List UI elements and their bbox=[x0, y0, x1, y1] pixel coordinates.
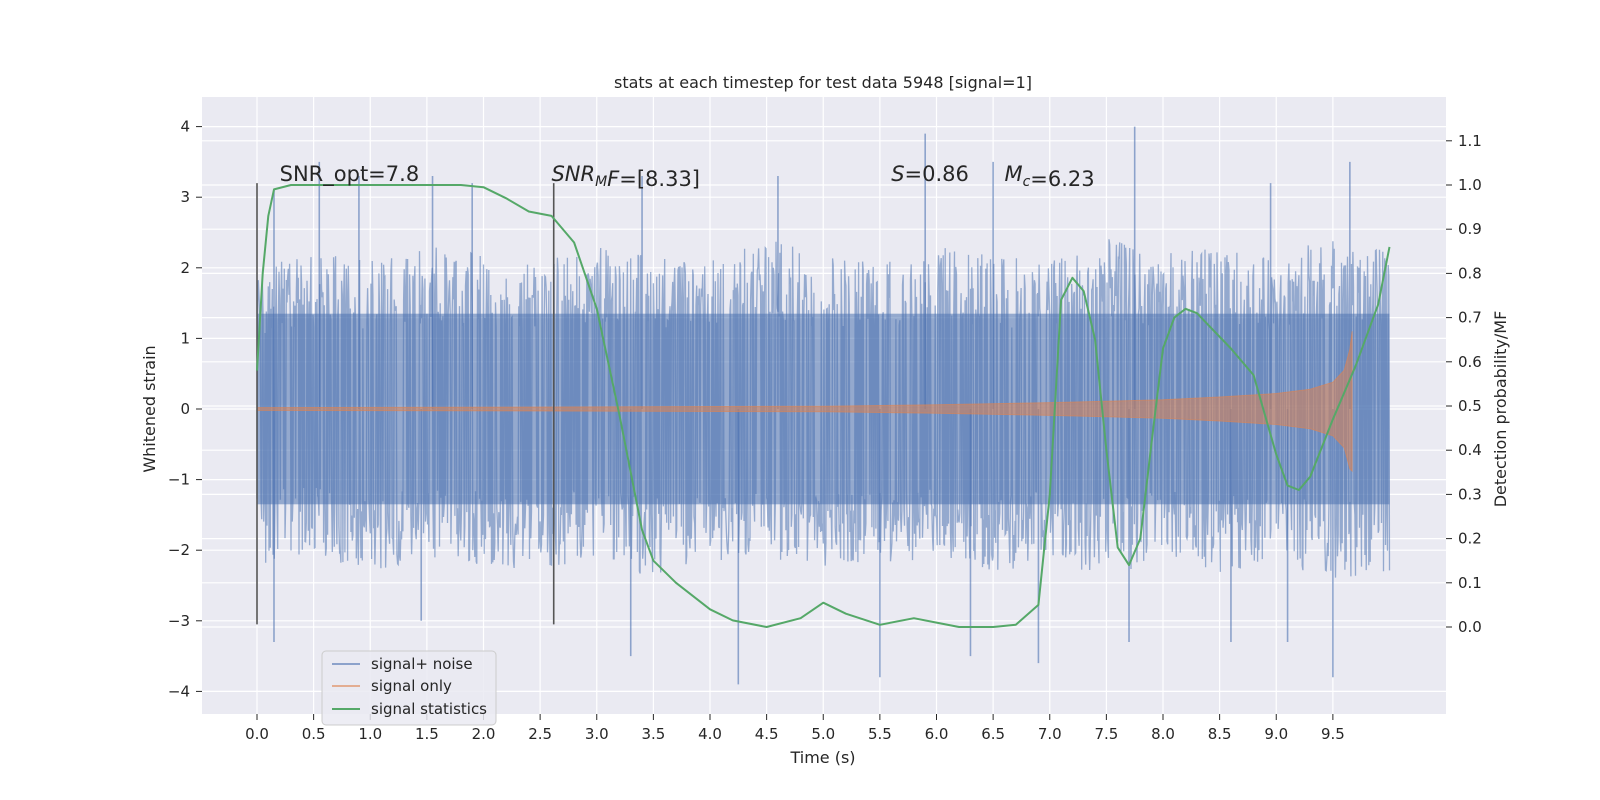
x-tick-label: 5.5 bbox=[868, 725, 892, 743]
y-tick-label: −4 bbox=[168, 682, 190, 700]
y-right-tick-label: 0.2 bbox=[1458, 530, 1482, 548]
annotation-mc-value: Mc=6.23 bbox=[1004, 162, 1094, 191]
y-right-tick-label: 0.7 bbox=[1458, 309, 1482, 327]
x-tick-label: 2.5 bbox=[528, 725, 552, 743]
noise-trace bbox=[256, 239, 1391, 578]
x-tick-label: 4.5 bbox=[755, 725, 779, 743]
x-tick-label: 1.5 bbox=[415, 725, 439, 743]
x-tick-label: 7.0 bbox=[1038, 725, 1062, 743]
y-right-tick-label: 0.9 bbox=[1458, 220, 1482, 238]
series-signal-statistics bbox=[256, 184, 1391, 628]
y-axis-right-label: Detection probability/MF bbox=[1491, 311, 1510, 508]
annotation-snr-mf: SNRMF=[8.33] bbox=[551, 162, 700, 191]
legend-label: signal only bbox=[371, 677, 452, 695]
y-right-tick-label: 0.5 bbox=[1458, 397, 1482, 415]
axes: 0.0 0.5 1.0 1.5 2.0 2.5 3.0 3.5 4.0 4.5 5.0 5.5 6.0 6… bbox=[168, 118, 1482, 743]
x-tick-label: 3.0 bbox=[585, 725, 609, 743]
x-tick-label: 8.5 bbox=[1208, 725, 1232, 743]
y-tick-label: 3 bbox=[180, 188, 190, 206]
x-tick-label: 6.0 bbox=[925, 725, 949, 743]
x-tick-label: 3.5 bbox=[641, 725, 665, 743]
y-tick-label: −3 bbox=[168, 612, 190, 630]
legend-box bbox=[321, 650, 497, 726]
x-tick-label: 7.5 bbox=[1094, 725, 1118, 743]
x-tick-label: 2.0 bbox=[472, 725, 496, 743]
y-right-tick-label: 1.1 bbox=[1458, 132, 1482, 150]
y-right-tick-label: 0.1 bbox=[1458, 574, 1482, 592]
y-axis-label: Whitened strain bbox=[140, 345, 159, 472]
legend-label: signal+ noise bbox=[371, 655, 473, 673]
x-tick-label: 5.0 bbox=[811, 725, 835, 743]
y-tick-label: 4 bbox=[180, 118, 190, 136]
series-signal-only bbox=[256, 331, 1353, 473]
y-right-tick-label: 0.6 bbox=[1458, 353, 1482, 371]
x-tick-label: 1.0 bbox=[358, 725, 382, 743]
y-right-tick-label: 0.0 bbox=[1458, 618, 1482, 636]
signal-band bbox=[256, 331, 1353, 473]
y-right-tick-label: 1.0 bbox=[1458, 176, 1482, 194]
annotations: SNR_opt=7.8 SNRMF=[8.33] S=0.86 Mc=6.23 bbox=[280, 162, 1095, 191]
x-tick-label: 8.0 bbox=[1151, 725, 1175, 743]
x-tick-label: 9.5 bbox=[1321, 725, 1345, 743]
y-tick-label: 1 bbox=[180, 329, 190, 347]
chart-title: stats at each timestep for test data 594… bbox=[614, 73, 1032, 92]
legend-label: signal statistics bbox=[371, 700, 487, 718]
y-right-tick-label: 0.4 bbox=[1458, 441, 1482, 459]
annotation-s-value: S=0.86 bbox=[891, 162, 969, 186]
y-right-tick-label: 0.3 bbox=[1458, 485, 1482, 503]
y-right-tick-label: 0.8 bbox=[1458, 264, 1482, 282]
legend: signal+ noise signal only signal statist… bbox=[321, 650, 497, 726]
y-tick-label: −1 bbox=[168, 471, 190, 489]
x-tick-label: 9.0 bbox=[1264, 725, 1288, 743]
x-axis-label: Time (s) bbox=[789, 748, 855, 767]
y-tick-label: 0 bbox=[180, 400, 190, 418]
x-tick-label: 6.5 bbox=[981, 725, 1005, 743]
annotation-snr-opt: SNR_opt=7.8 bbox=[280, 162, 420, 187]
y-tick-label: 2 bbox=[180, 259, 190, 277]
y-tick-label: −2 bbox=[168, 541, 190, 559]
x-tick-label: 0.0 bbox=[245, 725, 269, 743]
x-tick-label: 4.0 bbox=[698, 725, 722, 743]
stats-line bbox=[256, 184, 1391, 628]
vertical-markers bbox=[256, 183, 555, 625]
x-tick-label: 0.5 bbox=[302, 725, 326, 743]
